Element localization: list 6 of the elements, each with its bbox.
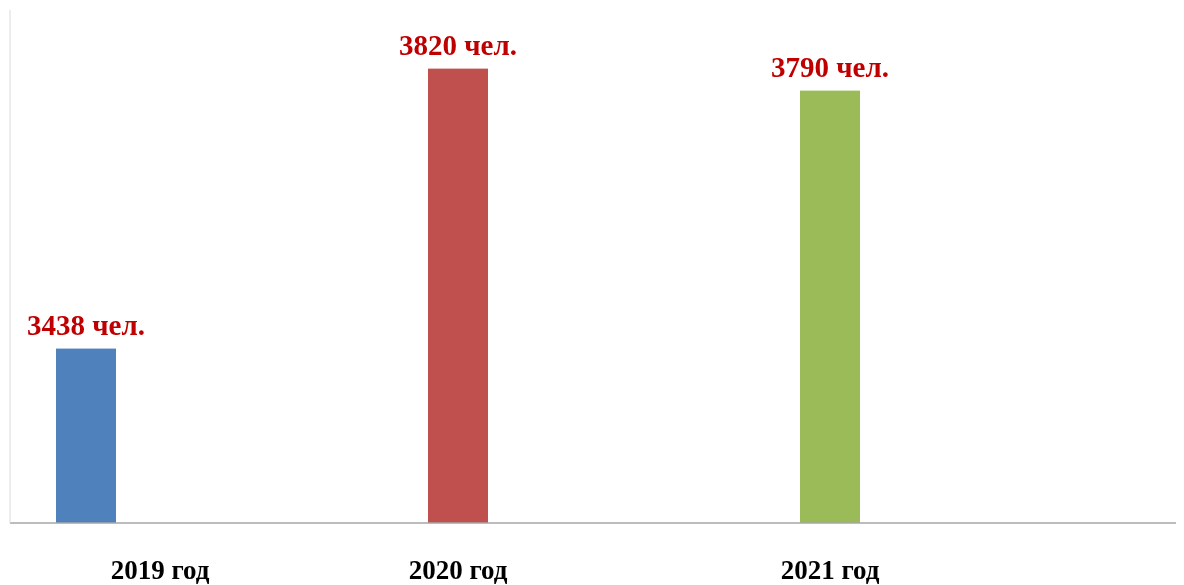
- data-label: 3438 чел.: [27, 308, 145, 341]
- x-tick-label: 2020 год: [408, 555, 508, 585]
- data-label: 3820 чел.: [399, 28, 517, 61]
- data-label: 3790 чел.: [771, 50, 889, 83]
- x-tick-label: 2019 год: [110, 555, 210, 585]
- x-tick-label: 2021 год: [780, 555, 880, 585]
